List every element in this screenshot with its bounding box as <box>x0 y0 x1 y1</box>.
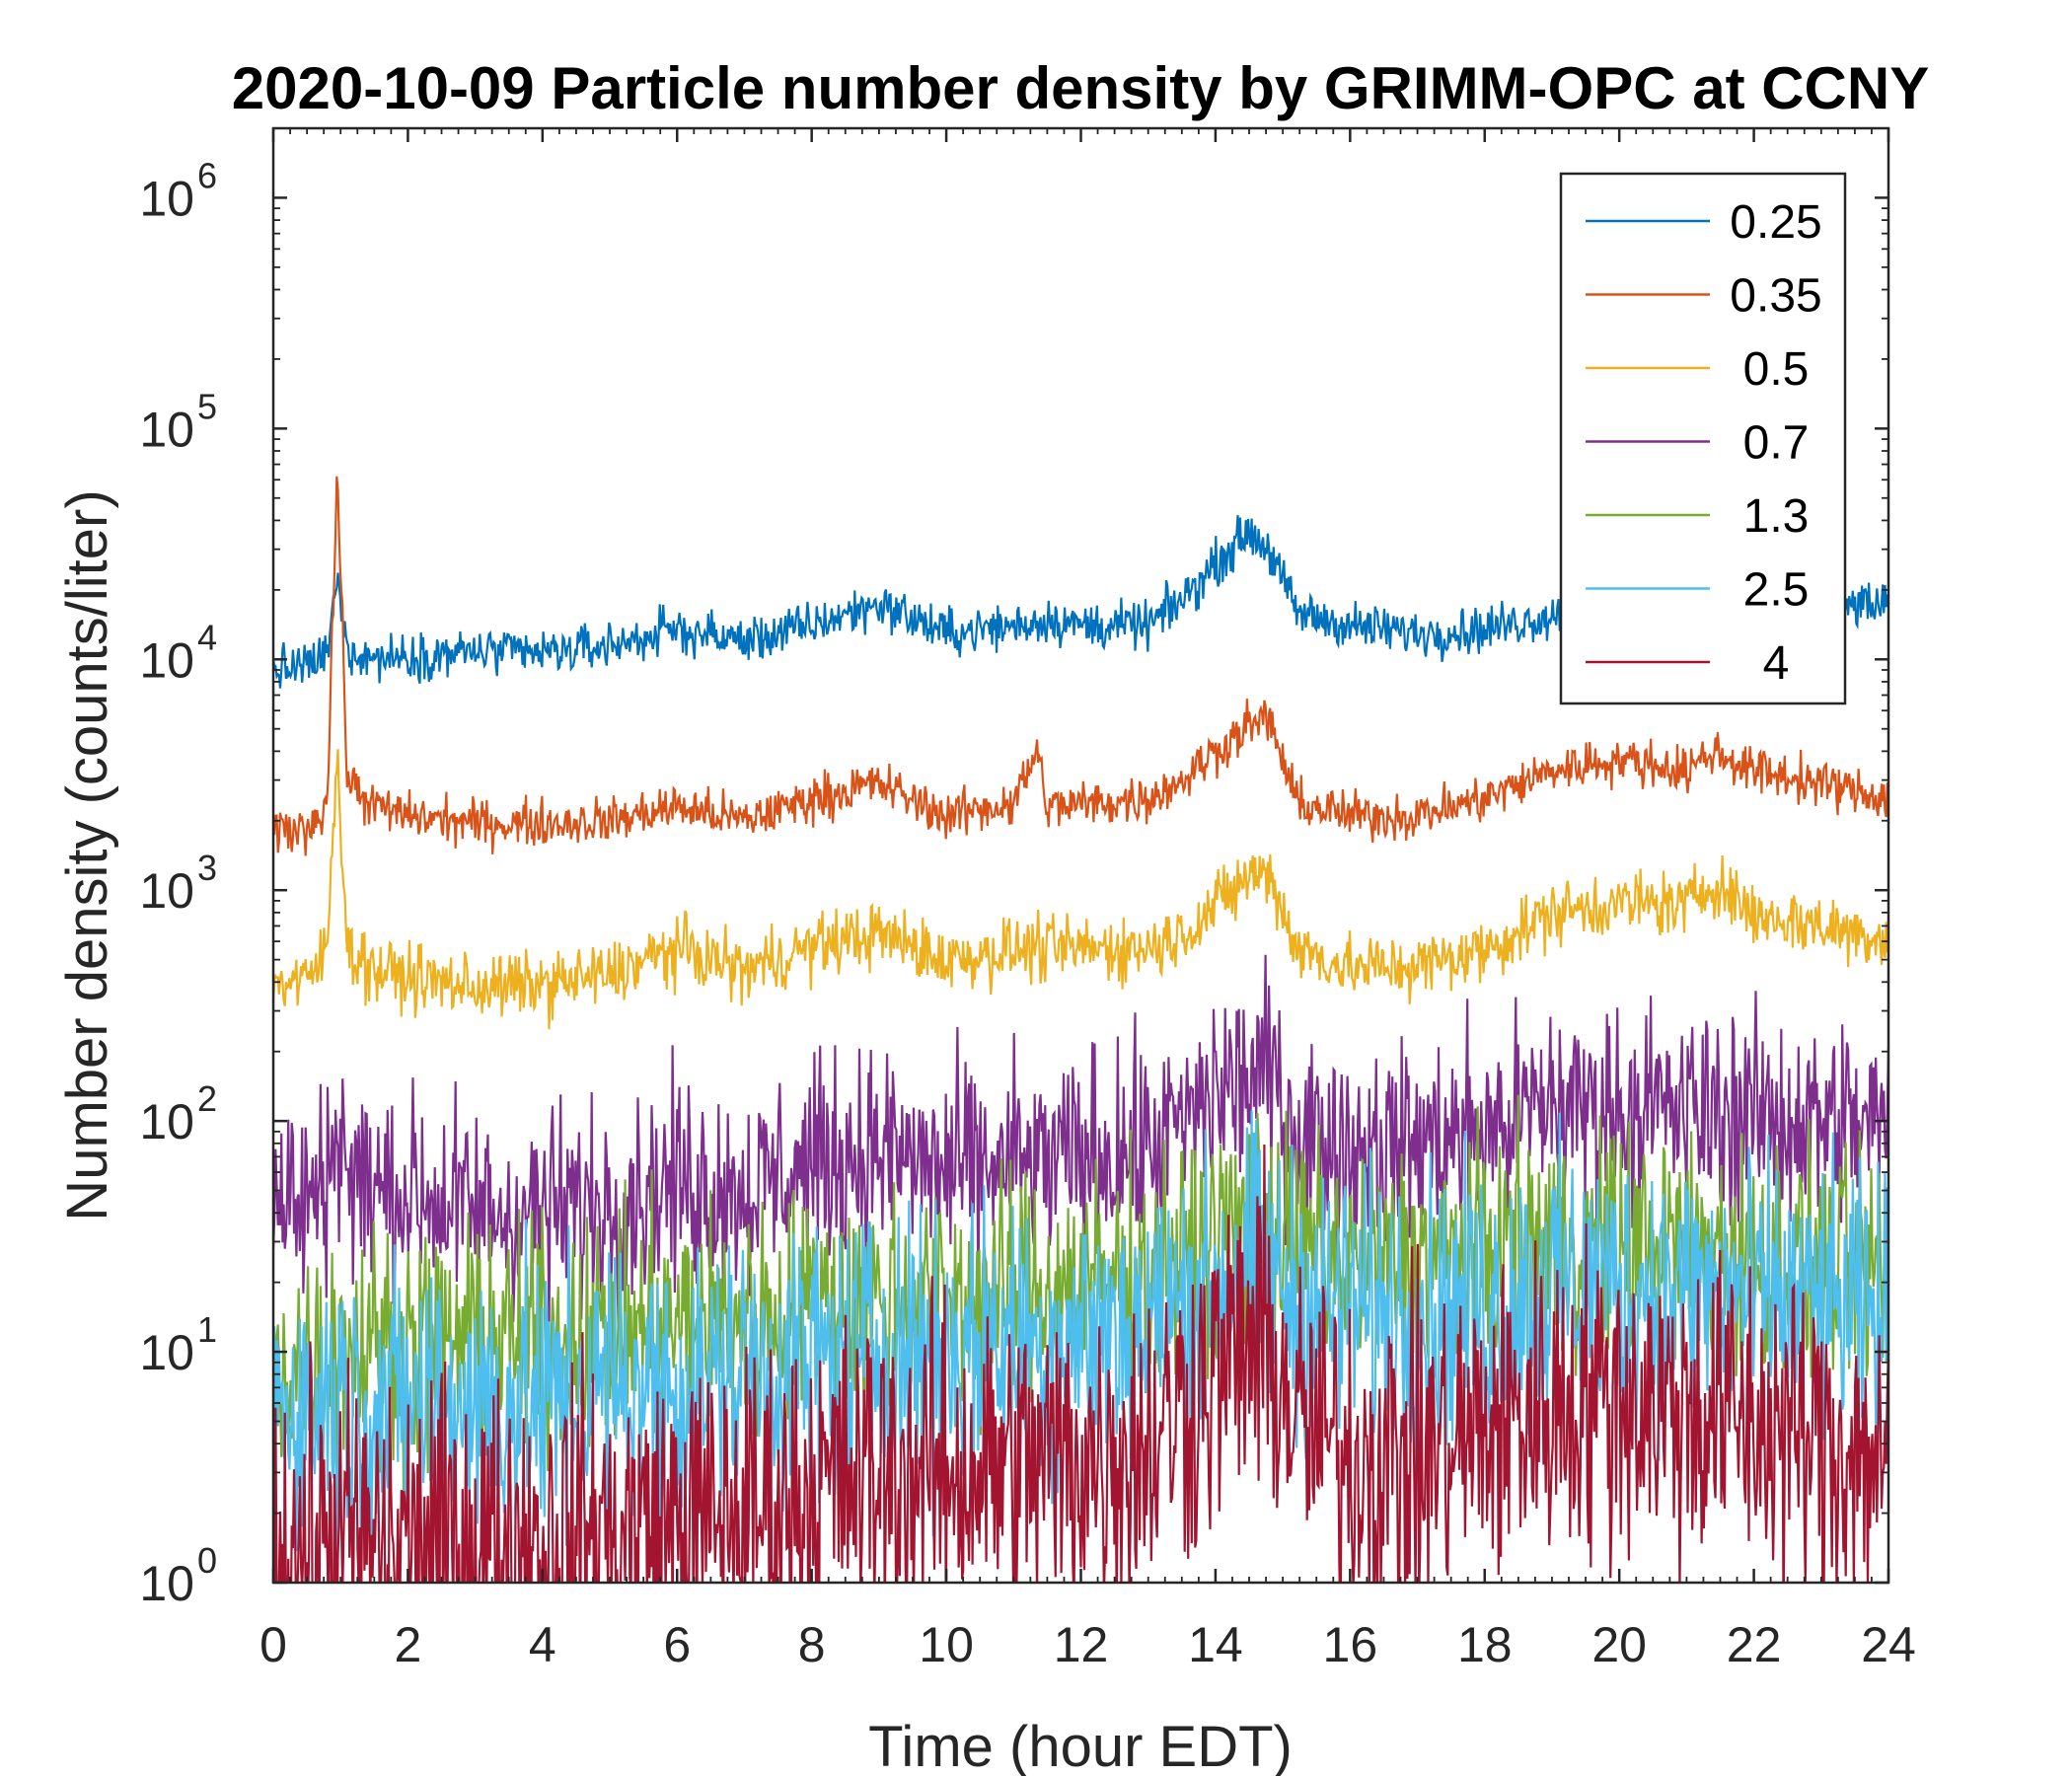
legend-label: 0.5 <box>1743 343 1810 396</box>
x-tick-label: 10 <box>919 1617 974 1672</box>
legend-label: 1.3 <box>1743 490 1810 543</box>
x-tick-label: 24 <box>1861 1617 1916 1672</box>
y-tick-label-exponent: 6 <box>197 155 217 195</box>
x-tick-label: 22 <box>1727 1617 1782 1672</box>
legend-label: 2.5 <box>1743 564 1810 617</box>
series-line-2-5 <box>273 1110 1888 1576</box>
legend-label: 0.25 <box>1730 196 1821 249</box>
y-tick-label-base: 10 <box>139 171 194 226</box>
y-tick-label-exponent: 3 <box>197 848 217 888</box>
series-line-0-7 <box>273 954 1888 1330</box>
x-axis-label: Time (hour EDT) <box>868 1715 1293 1776</box>
y-tick-label-base: 10 <box>139 1325 194 1380</box>
x-axis-tick-labels: 0 2 4 6 8 10 12 14 16 18 20 22 24 <box>259 1617 1916 1672</box>
legend-box <box>1559 172 1847 705</box>
y-axis-label: Number density (counts/liter) <box>55 489 119 1221</box>
y-tick-label-exponent: 1 <box>197 1309 217 1350</box>
y-tick-label-exponent: 4 <box>197 617 217 657</box>
legend-label: 0.7 <box>1743 417 1810 470</box>
y-tick-label-exponent: 0 <box>197 1540 217 1581</box>
x-tick-label: 18 <box>1457 1617 1513 1672</box>
x-tick-label: 4 <box>529 1617 556 1672</box>
y-tick-label-base: 10 <box>139 1556 194 1611</box>
y-tick-label-exponent: 5 <box>197 386 217 426</box>
legend-label: 0.35 <box>1730 270 1821 323</box>
x-tick-label: 0 <box>259 1617 287 1672</box>
legend: 0.25 0.35 0.5 0.7 1.3 2.5 4 <box>1559 172 1847 705</box>
y-tick-label-base: 10 <box>139 863 194 919</box>
chart-title: 2020-10-09 Particle number density by GR… <box>232 55 1930 121</box>
y-tick-label-exponent: 2 <box>197 1078 217 1119</box>
y-tick-label-base: 10 <box>139 402 194 457</box>
axis-ticks <box>271 127 1890 1585</box>
x-tick-label: 16 <box>1323 1617 1378 1672</box>
legend-label: 4 <box>1763 637 1790 690</box>
x-tick-label: 14 <box>1188 1617 1243 1672</box>
series-line-0-35 <box>273 476 1888 856</box>
y-tick-label-base: 10 <box>139 1094 194 1149</box>
series-layer <box>273 476 1888 1583</box>
series-line-4 <box>273 1144 1888 1583</box>
x-tick-label: 8 <box>798 1617 826 1672</box>
x-tick-label: 6 <box>663 1617 691 1672</box>
x-tick-label: 2 <box>395 1617 422 1672</box>
x-tick-label: 12 <box>1054 1617 1109 1672</box>
series-line-0-5 <box>273 749 1888 1030</box>
x-tick-label: 20 <box>1591 1617 1647 1672</box>
y-tick-label-base: 10 <box>139 632 194 688</box>
